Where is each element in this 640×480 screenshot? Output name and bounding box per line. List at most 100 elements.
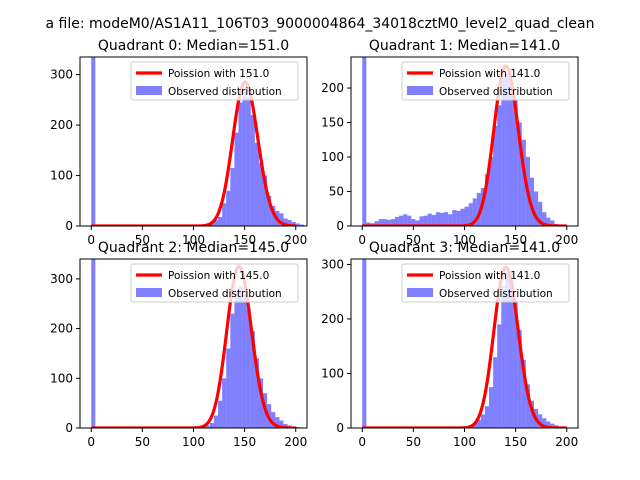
histogram-bar — [472, 423, 477, 428]
histogram-bar — [493, 357, 498, 428]
histogram-bar — [399, 215, 404, 226]
legend-hist-label: Observed distribution — [439, 288, 553, 300]
histogram-bar — [394, 217, 400, 226]
histogram-bar — [230, 167, 235, 226]
x-tick-label: 150 — [233, 435, 256, 449]
histogram-bar — [222, 203, 227, 226]
histogram-bar — [279, 213, 284, 226]
histogram-bar — [362, 259, 367, 428]
histogram-bar — [242, 293, 247, 428]
histogram-bar — [489, 157, 494, 226]
x-tick-label: 0 — [87, 435, 95, 449]
panel-3: 0 50 100 150 200 0 100 200 300 Quadrant 3: Median… — [321, 240, 579, 449]
x-tick-label: 150 — [504, 435, 527, 449]
histogram-bar — [472, 198, 477, 226]
legend-box — [401, 263, 570, 303]
histogram-bar — [484, 406, 490, 428]
histogram-bar — [378, 219, 383, 226]
histogram-bar — [218, 400, 223, 428]
histogram-bar — [246, 97, 251, 226]
x-tick-label: 50 — [135, 233, 150, 247]
panel-title: Quadrant 2: Median=145.0 — [98, 240, 289, 256]
histogram-bar — [538, 414, 543, 428]
histogram-bar — [287, 219, 292, 226]
histogram-bar — [476, 419, 481, 428]
histogram-bar — [230, 313, 235, 428]
histogram-bar — [538, 201, 543, 226]
x-tick-label: 50 — [406, 233, 421, 247]
histogram-bar — [258, 162, 264, 226]
y-tick-label: 300 — [50, 68, 73, 82]
histogram-bar — [263, 175, 268, 226]
legend-hist-patch — [136, 86, 162, 95]
histogram-bar — [452, 210, 457, 226]
histogram-bar — [484, 174, 490, 226]
histogram-bar — [525, 384, 530, 428]
histogram-bar — [505, 74, 510, 226]
x-tick-label: 0 — [87, 233, 95, 247]
histogram-bar — [291, 221, 296, 226]
histogram-bar — [489, 387, 494, 428]
histogram-bar — [234, 132, 239, 226]
legend-box — [401, 61, 570, 101]
y-tick-label: 200 — [50, 322, 73, 336]
histogram-bar — [91, 57, 96, 226]
histogram-bar — [213, 219, 219, 226]
histogram-bar — [226, 190, 231, 226]
histogram-bar — [448, 214, 453, 226]
histogram-bar — [275, 417, 280, 428]
histogram-bar — [279, 420, 284, 428]
x-tick-label: 200 — [284, 233, 307, 247]
histogram-bar — [460, 208, 465, 226]
figure-title: a file: modeM0/AS1A11_106T03_9000004864_… — [46, 16, 595, 32]
histogram-bar — [366, 222, 371, 226]
legend-hist-label: Observed distribution — [439, 86, 553, 98]
histogram-bar — [91, 259, 96, 428]
x-tick-label: 100 — [182, 233, 205, 247]
histogram-bar — [374, 221, 379, 226]
histogram-bar — [534, 191, 539, 226]
histogram-bar — [250, 331, 255, 428]
histogram-bar — [390, 219, 395, 226]
legend-poisson-label: Poission with 145.0 — [168, 270, 269, 282]
histogram-bar — [464, 206, 469, 226]
histogram-bar — [435, 212, 440, 226]
histogram-bar — [411, 219, 416, 226]
histogram-bar — [382, 219, 387, 226]
histogram-bar — [493, 125, 498, 226]
histogram-bar — [542, 418, 547, 428]
histogram-bar — [295, 223, 300, 226]
histogram-bar — [218, 216, 223, 226]
panel-title: Quadrant 3: Median=141.0 — [369, 240, 560, 256]
histogram-bar — [403, 214, 408, 226]
y-tick-label: 100 — [50, 371, 73, 385]
histogram-bar — [205, 425, 210, 428]
histogram-bar — [431, 214, 436, 226]
y-tick-label: 0 — [336, 421, 344, 435]
histogram-bar — [427, 213, 432, 226]
y-tick-label: 200 — [50, 118, 73, 132]
histogram-bar — [209, 423, 214, 428]
histogram-bar — [246, 308, 251, 428]
histogram-bar — [222, 378, 227, 428]
histogram-bar — [271, 412, 276, 428]
histogram-bar — [501, 77, 506, 226]
histogram-bar — [226, 348, 231, 428]
histogram-bar — [497, 105, 502, 226]
histogram-bar — [234, 291, 239, 428]
histogram-bar — [546, 217, 551, 226]
histogram-bar — [546, 421, 551, 428]
histogram-bar — [415, 220, 420, 226]
x-tick-label: 100 — [182, 435, 205, 449]
y-tick-label: 0 — [336, 219, 344, 233]
histogram-bar — [513, 98, 518, 226]
histogram-bar — [529, 177, 535, 226]
histogram-bar — [521, 139, 526, 226]
y-tick-label: 0 — [65, 219, 73, 233]
panel-2: 0 50 100 150 200 0 100 200 300 Quadrant 2: Median… — [50, 240, 308, 449]
y-tick-label: 300 — [50, 272, 73, 286]
x-tick-label: 150 — [504, 233, 527, 247]
histogram-bar — [521, 359, 526, 428]
histogram-bar — [456, 210, 461, 226]
